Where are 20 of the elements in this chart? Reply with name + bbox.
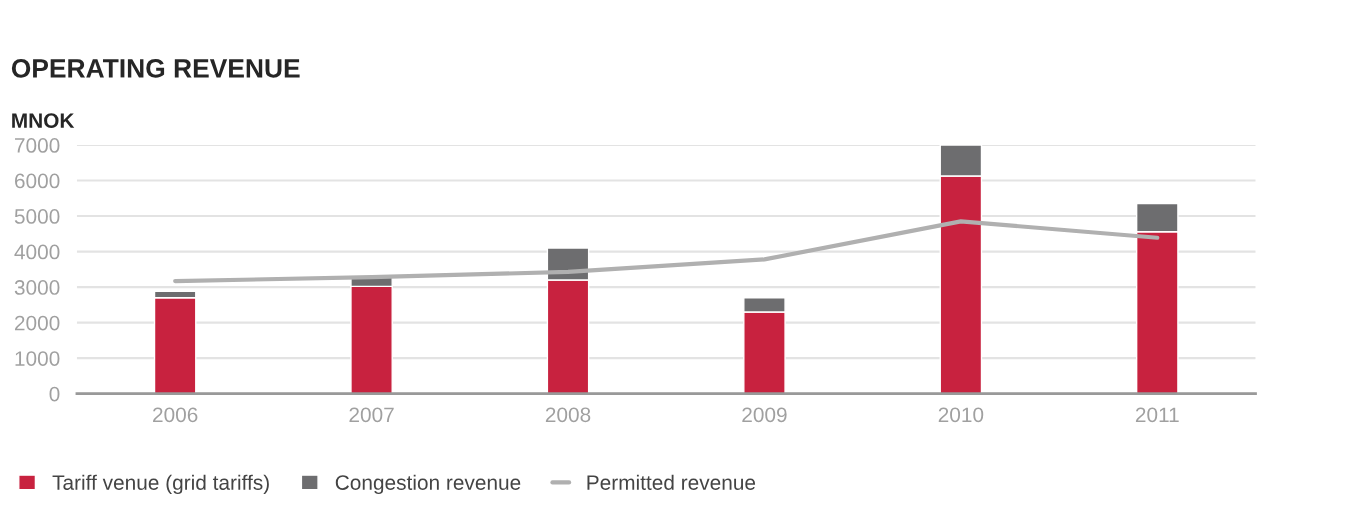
x-tick-label: 2010 [938, 407, 984, 423]
legend-label: Permitted revenue [587, 474, 756, 490]
legend-label: Congestion revenue [335, 474, 521, 495]
y-tick-label: 6000 [15, 173, 60, 189]
x-tick-label: 2009 [742, 407, 787, 423]
legend-label: Tariff venue (grid tariffs) [52, 474, 269, 495]
line-series [173, 219, 1160, 284]
y-tick-label: 2000 [14, 315, 60, 331]
chart-title: OPERATING REVENUE [11, 58, 300, 78]
y-tick-label: 7000 [15, 138, 60, 153]
x-tick-label: 2006 [153, 407, 198, 423]
y-tick-label: 5000 [14, 209, 60, 224]
y-tick-label: 1000 [15, 351, 60, 366]
x-tick-label: 2011 [1135, 407, 1179, 423]
x-tick-label: 2008 [545, 407, 591, 423]
y-tick-label: 4000 [14, 244, 60, 260]
x-tick-label: 2007 [349, 407, 394, 423]
y-tick-label: 0 [49, 386, 60, 402]
y-axis-title: MNOK [12, 113, 75, 128]
y-tick-label: 3000 [14, 280, 60, 295]
